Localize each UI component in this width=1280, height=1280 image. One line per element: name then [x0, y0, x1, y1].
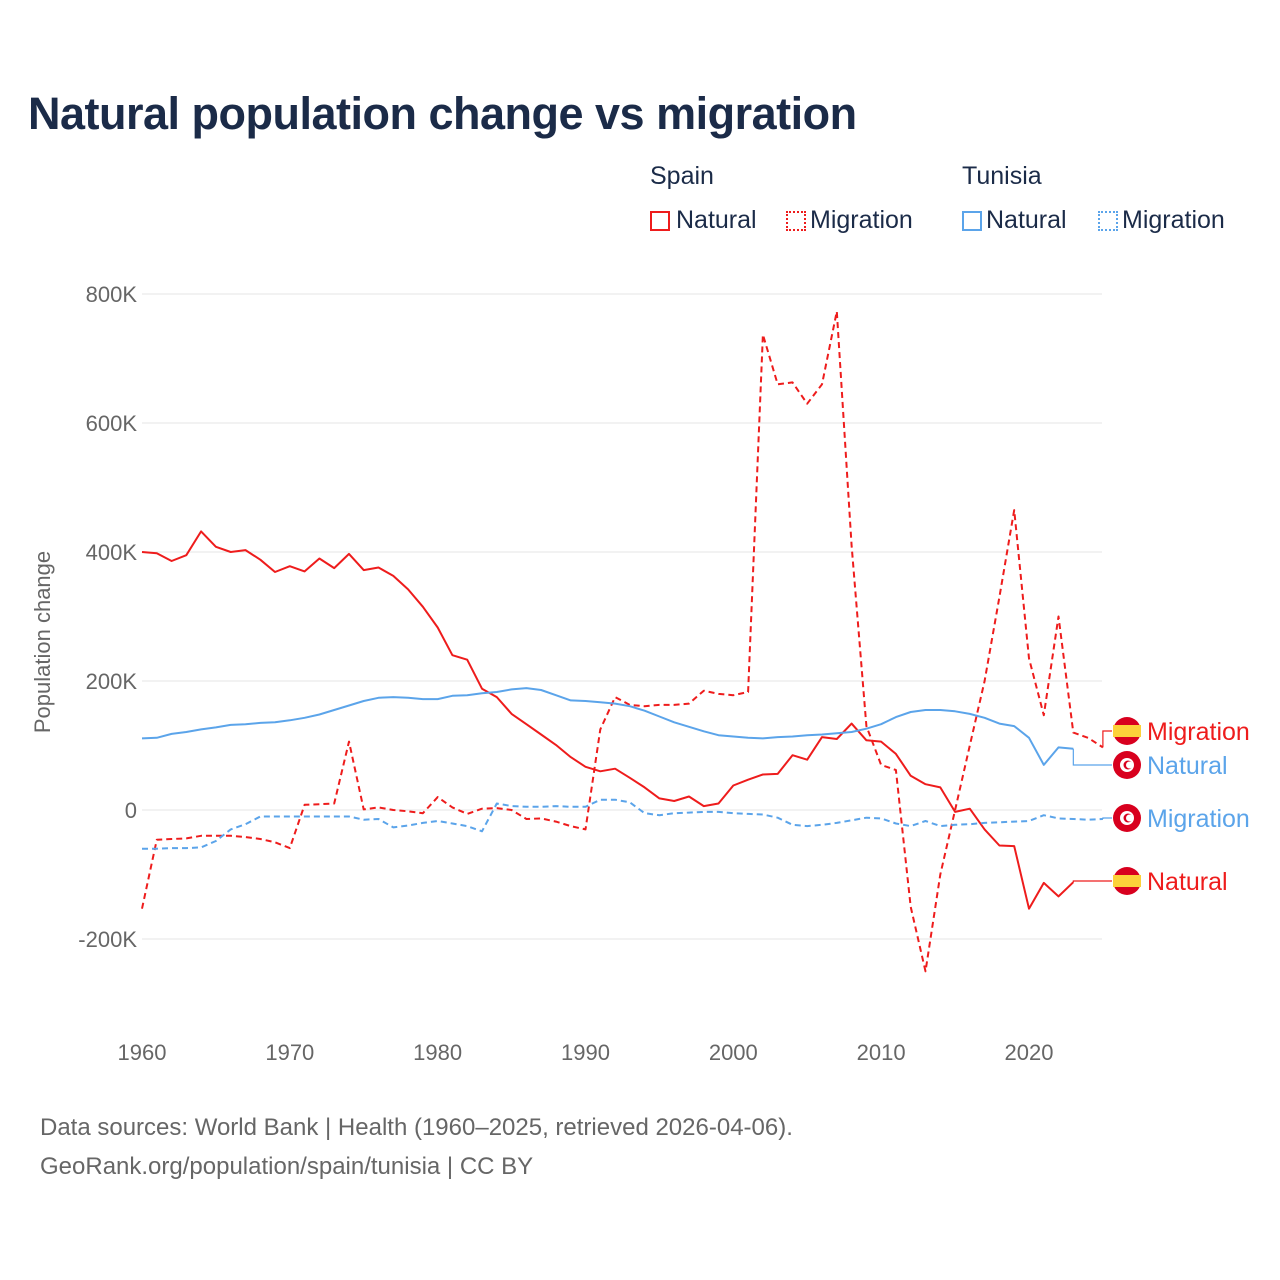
tunisia-flag-icon — [1113, 751, 1141, 779]
legend-group-tunisia: Tunisia — [962, 162, 1042, 190]
end-label-spain-natural: Natural — [1072, 867, 1228, 896]
series-line-spain-migration[interactable] — [141, 310, 1104, 973]
chart-title: Natural population change vs migration — [28, 88, 857, 139]
legend-swatch-solid — [650, 210, 670, 231]
end-label-text: Natural — [1147, 868, 1228, 896]
y-tick-label: 200K — [86, 669, 138, 694]
legend-swatch-dotted — [786, 210, 806, 231]
series-line-spain-natural[interactable] — [141, 530, 1074, 910]
legend-spain-migration[interactable]: Migration — [786, 206, 913, 235]
legend-label: Natural — [986, 206, 1067, 234]
y-tick-label: 800K — [86, 282, 138, 307]
y-tick-label: 0 — [125, 798, 137, 823]
x-tick-label: 1970 — [265, 1040, 314, 1065]
end-label-tunisia-migration: Migration — [1102, 804, 1250, 833]
spain-flag-icon — [1113, 717, 1141, 745]
series-line-tunisia-natural[interactable] — [141, 687, 1074, 766]
x-tick-label: 2000 — [709, 1040, 758, 1065]
y-axis-label: Population change — [30, 551, 55, 733]
end-label-tunisia-natural: Natural — [1072, 748, 1228, 780]
x-tick-label: 1960 — [118, 1040, 167, 1065]
legend-group-spain: Spain — [650, 162, 714, 190]
end-label-text: Natural — [1147, 752, 1228, 780]
label-connector — [1072, 748, 1112, 766]
x-tick-label: 2010 — [857, 1040, 906, 1065]
x-tick-label: 1990 — [561, 1040, 610, 1065]
source-link[interactable]: GeoRank.org/population/spain/tunisia | C… — [40, 1153, 534, 1180]
legend-label: Migration — [1122, 206, 1225, 234]
x-tick-label: 2020 — [1005, 1040, 1054, 1065]
legend-label: Migration — [810, 206, 913, 234]
legend-label: Natural — [676, 206, 757, 234]
footer: Data sources: World Bank | Health (1960–… — [40, 1108, 793, 1186]
legend-swatch-dotted — [1098, 210, 1118, 231]
x-tick-label: 1980 — [413, 1040, 462, 1065]
end-label-text: Migration — [1147, 718, 1250, 746]
label-connector — [1102, 730, 1112, 748]
legend-spain-natural[interactable]: Natural — [650, 206, 757, 235]
series-line-tunisia-migration[interactable] — [142, 798, 1103, 850]
legend-swatch-solid — [962, 210, 982, 231]
legend-tunisia-natural[interactable]: Natural — [962, 206, 1067, 235]
tunisia-flag-icon — [1113, 804, 1141, 832]
legend-tunisia-migration[interactable]: Migration — [1098, 206, 1225, 235]
y-tick-label: 600K — [86, 411, 138, 436]
end-label-text: Migration — [1147, 805, 1250, 833]
end-label-spain-migration: Migration — [1102, 717, 1250, 748]
y-tick-label: 400K — [86, 540, 138, 565]
y-tick-label: -200K — [78, 927, 137, 952]
label-connector — [1072, 880, 1112, 883]
data-source-text: Data sources: World Bank | Health (1960–… — [40, 1114, 793, 1141]
spain-flag-icon — [1113, 867, 1141, 895]
label-connector — [1102, 817, 1112, 820]
